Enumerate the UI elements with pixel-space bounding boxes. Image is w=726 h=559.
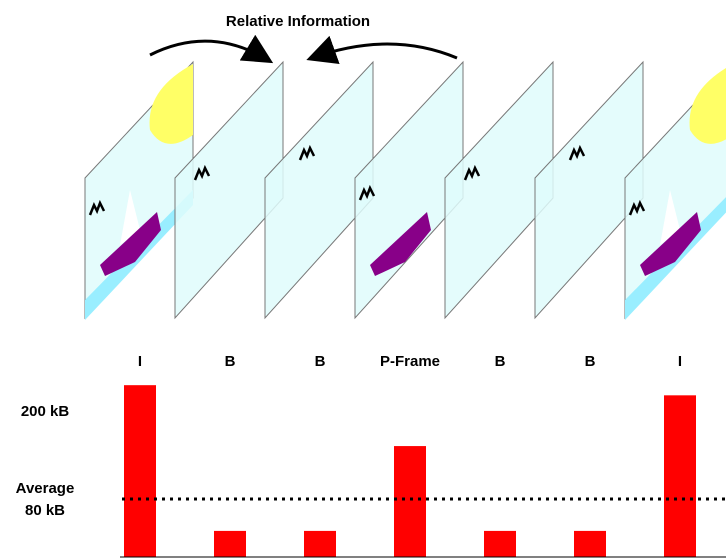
frame-label: B xyxy=(225,353,236,370)
frame-label: B xyxy=(315,353,326,370)
bar xyxy=(214,531,246,557)
bar xyxy=(484,531,516,557)
average-label: Average xyxy=(16,480,75,497)
bar xyxy=(574,531,606,557)
average-label: 80 kB xyxy=(25,502,65,519)
bar xyxy=(394,446,426,557)
frame-label: P-Frame xyxy=(380,353,440,370)
bar xyxy=(124,385,156,557)
arrow-right xyxy=(312,44,457,58)
y-tick-label: 200 kB xyxy=(21,403,70,420)
frame-label: B xyxy=(585,353,596,370)
frames xyxy=(85,62,726,320)
bar xyxy=(664,395,696,557)
bar xyxy=(304,531,336,557)
frame-diagram: Relative Information I B B P-Frame B B I 200 kB… xyxy=(0,0,726,559)
sun xyxy=(150,64,193,144)
diagram-title: Relative Information xyxy=(226,13,370,30)
frame-label: B xyxy=(495,353,506,370)
sun xyxy=(690,64,726,144)
arrow-left xyxy=(150,41,268,60)
frame-label: I xyxy=(138,353,142,370)
frame-label: I xyxy=(678,353,682,370)
